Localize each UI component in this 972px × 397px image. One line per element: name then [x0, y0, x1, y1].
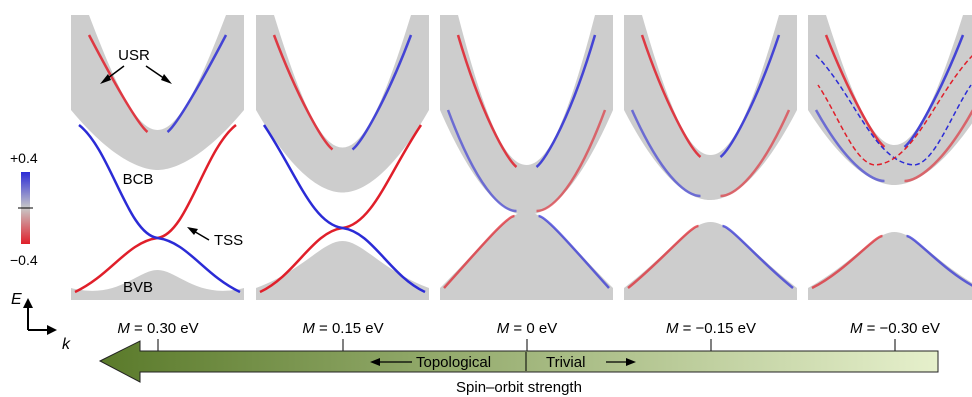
valence-edge-red: [627, 224, 699, 289]
mass-value: = 0.15 eV: [315, 320, 384, 337]
conduction-band: [71, 15, 244, 170]
momentum-axis-arrowhead: [47, 325, 57, 335]
mass-value: = 0 eV: [509, 320, 557, 337]
valence-band: [808, 232, 972, 300]
conduction-edge-red: [536, 109, 607, 213]
conduction-edge-red: [904, 109, 972, 183]
colorbar-max-label: +0.4: [10, 150, 38, 166]
usr-right-edge: [166, 34, 228, 133]
valence-band: [256, 241, 429, 300]
valence-edge-red: [811, 234, 883, 290]
dashed-state-blue: [815, 54, 972, 166]
usr-left-edge: [87, 34, 149, 133]
valence-band: [440, 212, 613, 300]
conduction-edge-blue: [446, 109, 517, 213]
trivial-label: Trivial: [546, 354, 585, 371]
mass-symbol: M: [850, 320, 863, 337]
usr-arrowhead-right: [161, 74, 172, 84]
band-panel: [256, 15, 429, 300]
usr-left-edge: [824, 34, 886, 148]
energy-axis-label: E: [11, 291, 22, 308]
band-panel: [440, 15, 613, 300]
topological-label: Topological: [416, 354, 491, 371]
mass-value: = −0.30 eV: [862, 320, 940, 337]
usr-right-edge: [719, 34, 781, 158]
valence-edge-blue: [538, 214, 610, 289]
valence-edge-red: [443, 214, 515, 289]
mass-label: M = −0.15 eV: [666, 320, 756, 337]
valence-edge-blue: [906, 234, 972, 287]
mass-value: = −0.15 eV: [678, 320, 756, 337]
conduction-band: [808, 15, 972, 185]
tss-arrowhead: [187, 227, 198, 235]
mass-value: = 0.30 eV: [130, 320, 199, 337]
conduction-band: [440, 15, 613, 215]
usr-right-edge: [535, 34, 597, 168]
spin-orbit-arrow: Topological Trivial Spin–orbit strength: [98, 340, 939, 396]
mass-symbol: M: [117, 320, 130, 337]
usr-arrowhead-left: [100, 74, 111, 84]
surface-state-blue: [262, 124, 426, 294]
mass-symbol: M: [497, 320, 510, 337]
conduction-band: [256, 15, 429, 193]
valence-band: [624, 222, 797, 300]
spin-colorbar: +0.4 −0.4: [10, 150, 38, 268]
trivial-arrowhead: [626, 358, 636, 366]
conduction-edge-red: [720, 109, 791, 198]
usr-left-edge: [272, 34, 334, 151]
bcb-label: BCB: [123, 171, 154, 188]
momentum-axis-label: k: [62, 336, 71, 353]
conduction-edge-blue: [814, 109, 885, 183]
usr-right-edge: [351, 34, 413, 151]
topological-arrowhead: [370, 358, 380, 366]
band-panel: [624, 15, 797, 300]
band-panels: [71, 15, 972, 300]
band-panel: [71, 15, 244, 300]
valence-band: [71, 270, 244, 300]
tss-label: TSS: [214, 232, 243, 249]
spin-orbit-caption: Spin–orbit strength: [456, 379, 582, 396]
surface-state-blue: [78, 124, 241, 294]
mass-label: M = −0.30 eV: [850, 320, 940, 337]
mass-label: M = 0 eV: [497, 320, 557, 337]
mass-label: M = 0.15 eV: [302, 320, 383, 337]
usr-left-edge: [640, 34, 702, 158]
bvb-label: BVB: [123, 279, 153, 296]
ek-axes: E k: [11, 291, 71, 353]
conduction-edge-blue: [630, 109, 701, 198]
dashed-state-red: [817, 54, 972, 166]
usr-right-edge: [903, 34, 965, 148]
colorbar-min-label: −0.4: [10, 252, 38, 268]
usr-left-edge: [456, 34, 518, 168]
mass-label: M = 0.30 eV: [117, 320, 198, 337]
mass-labels: M = 0.30 eV M = 0.15 eV M = 0 eV M = −0.15 …: [117, 320, 940, 351]
usr-label: USR: [118, 47, 150, 64]
energy-axis-arrowhead: [23, 298, 33, 308]
mass-symbol: M: [666, 320, 679, 337]
band-panel: [808, 15, 972, 300]
mass-symbol: M: [302, 320, 315, 337]
conduction-band: [624, 15, 797, 200]
valence-edge-blue: [722, 224, 794, 289]
spin-orbit-arrow-body: [98, 340, 939, 383]
band-annotations: USR BCB BVB TSS: [100, 47, 243, 296]
